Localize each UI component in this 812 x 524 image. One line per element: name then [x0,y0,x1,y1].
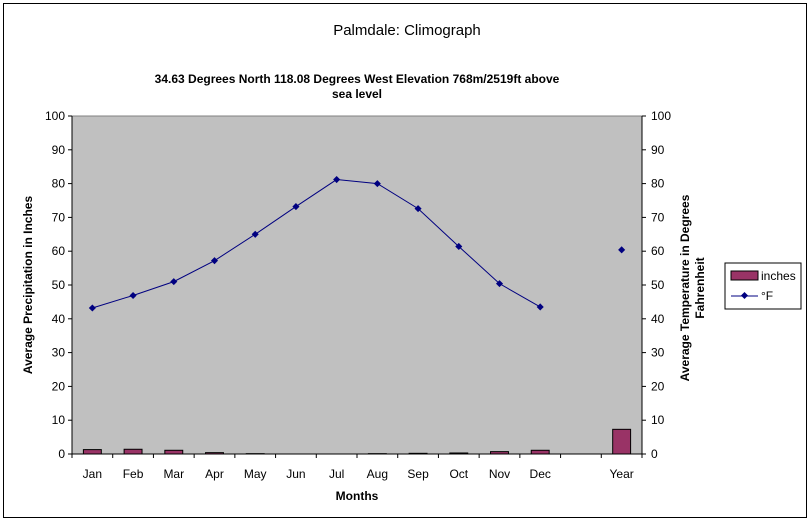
y-right-tick-label: 90 [651,143,665,157]
x-tick-label: May [244,467,267,481]
y-left-tick-label: 20 [52,379,66,393]
temperature-line [88,176,626,312]
y-left-tick-label: 70 [52,210,66,224]
x-tick-labels: Jan Feb Mar Apr May Jun Jul Aug Sep Oct Nov Dec Year [83,467,634,481]
precip-bar [164,449,184,455]
y-right-tick-label: 0 [651,447,658,461]
precip-bar [205,452,224,455]
y-left-tick-label: 0 [58,447,65,461]
x-tick-label: Feb [123,467,144,481]
legend-label-temp: °F [761,289,773,303]
y-right-tick-label: 80 [651,177,665,191]
precipitation-bars [82,428,632,455]
x-tick-label: Oct [449,467,468,481]
climograph-chart: Palmdale: Climograph 34.63 Degrees North… [21,22,802,503]
temp-point [455,242,463,251]
y-left-tick-label: 100 [45,109,65,123]
precip-bar [82,449,102,455]
chart-subtitle-line-1: 34.63 Degrees North 118.08 Degrees West … [155,72,560,86]
x-tick-label: Mar [163,467,184,481]
temp-point [210,257,219,265]
temp-point [251,230,259,238]
temp-point [618,246,626,254]
x-tick-label: Jun [286,467,305,481]
legend-label-inches: inches [761,269,796,283]
temp-point [292,203,300,211]
y-axis-right-label-line-1: Average Temperature in Degrees [678,194,692,381]
x-tick-label: Sep [407,467,429,481]
precip-bar [530,449,550,455]
y-right-tick-label: 100 [651,109,671,123]
temp-point [536,303,544,311]
y-axis-right-label-line-2: Fahrenheit [693,257,707,318]
precip-bar [408,452,428,455]
y-left-tick-label: 10 [52,413,66,427]
y-right-tick-label: 40 [651,312,665,326]
x-tick-label: Nov [489,467,510,481]
y-right-tick-label: 30 [651,346,665,360]
chart-frame: Palmdale: Climograph 34.63 Degrees North… [3,3,807,518]
y-left-tick-label: 80 [52,177,66,191]
temp-point [129,291,137,300]
precip-bar [449,452,469,455]
y-left-tick-label: 40 [52,312,66,326]
temp-point [495,280,504,288]
temp-point [333,176,341,184]
precip-bar [490,451,509,455]
temp-point [170,278,178,286]
temp-point [373,180,381,188]
chart-subtitle-line-2: sea level [332,87,382,101]
x-tick-label: Dec [530,467,551,481]
y-left-tick-label: 50 [52,278,66,292]
y-right-tick-label: 70 [651,210,665,224]
y-left-tick-label: 90 [52,143,66,157]
legend-marker-temp [740,291,749,300]
chart-title: Palmdale: Climograph [333,22,481,39]
x-tick-label: Aug [367,467,388,481]
legend: inches °F [724,262,802,310]
x-tick-label: Apr [205,467,224,481]
temp-line-segment [92,179,541,309]
x-tick-label: Jan [83,467,102,481]
y-left-tick-label: 30 [52,346,66,360]
legend-swatch-inches [730,270,759,281]
temp-point [414,205,422,213]
y-right-tick-label: 50 [651,278,665,292]
x-tick-label: Jul [329,467,344,481]
y-left-tick-label: 60 [52,244,66,258]
y-right-tick-label: 20 [651,379,665,393]
x-tick-label: Year [610,467,634,481]
x-axis-label: Months [336,489,379,503]
y-right-tick-label: 60 [651,244,665,258]
axes-group: 0 0 10 10 20 20 30 30 40 40 50 50 60 60 70 70 80 80 90 90 10… [45,109,671,461]
y-axis-left-label: Average Precipitation in Inches [21,196,35,375]
precip-bar [612,428,632,455]
plot-area [71,115,643,455]
y-right-tick-label: 10 [651,413,665,427]
temp-point [88,304,96,312]
precip-bar [123,448,143,455]
